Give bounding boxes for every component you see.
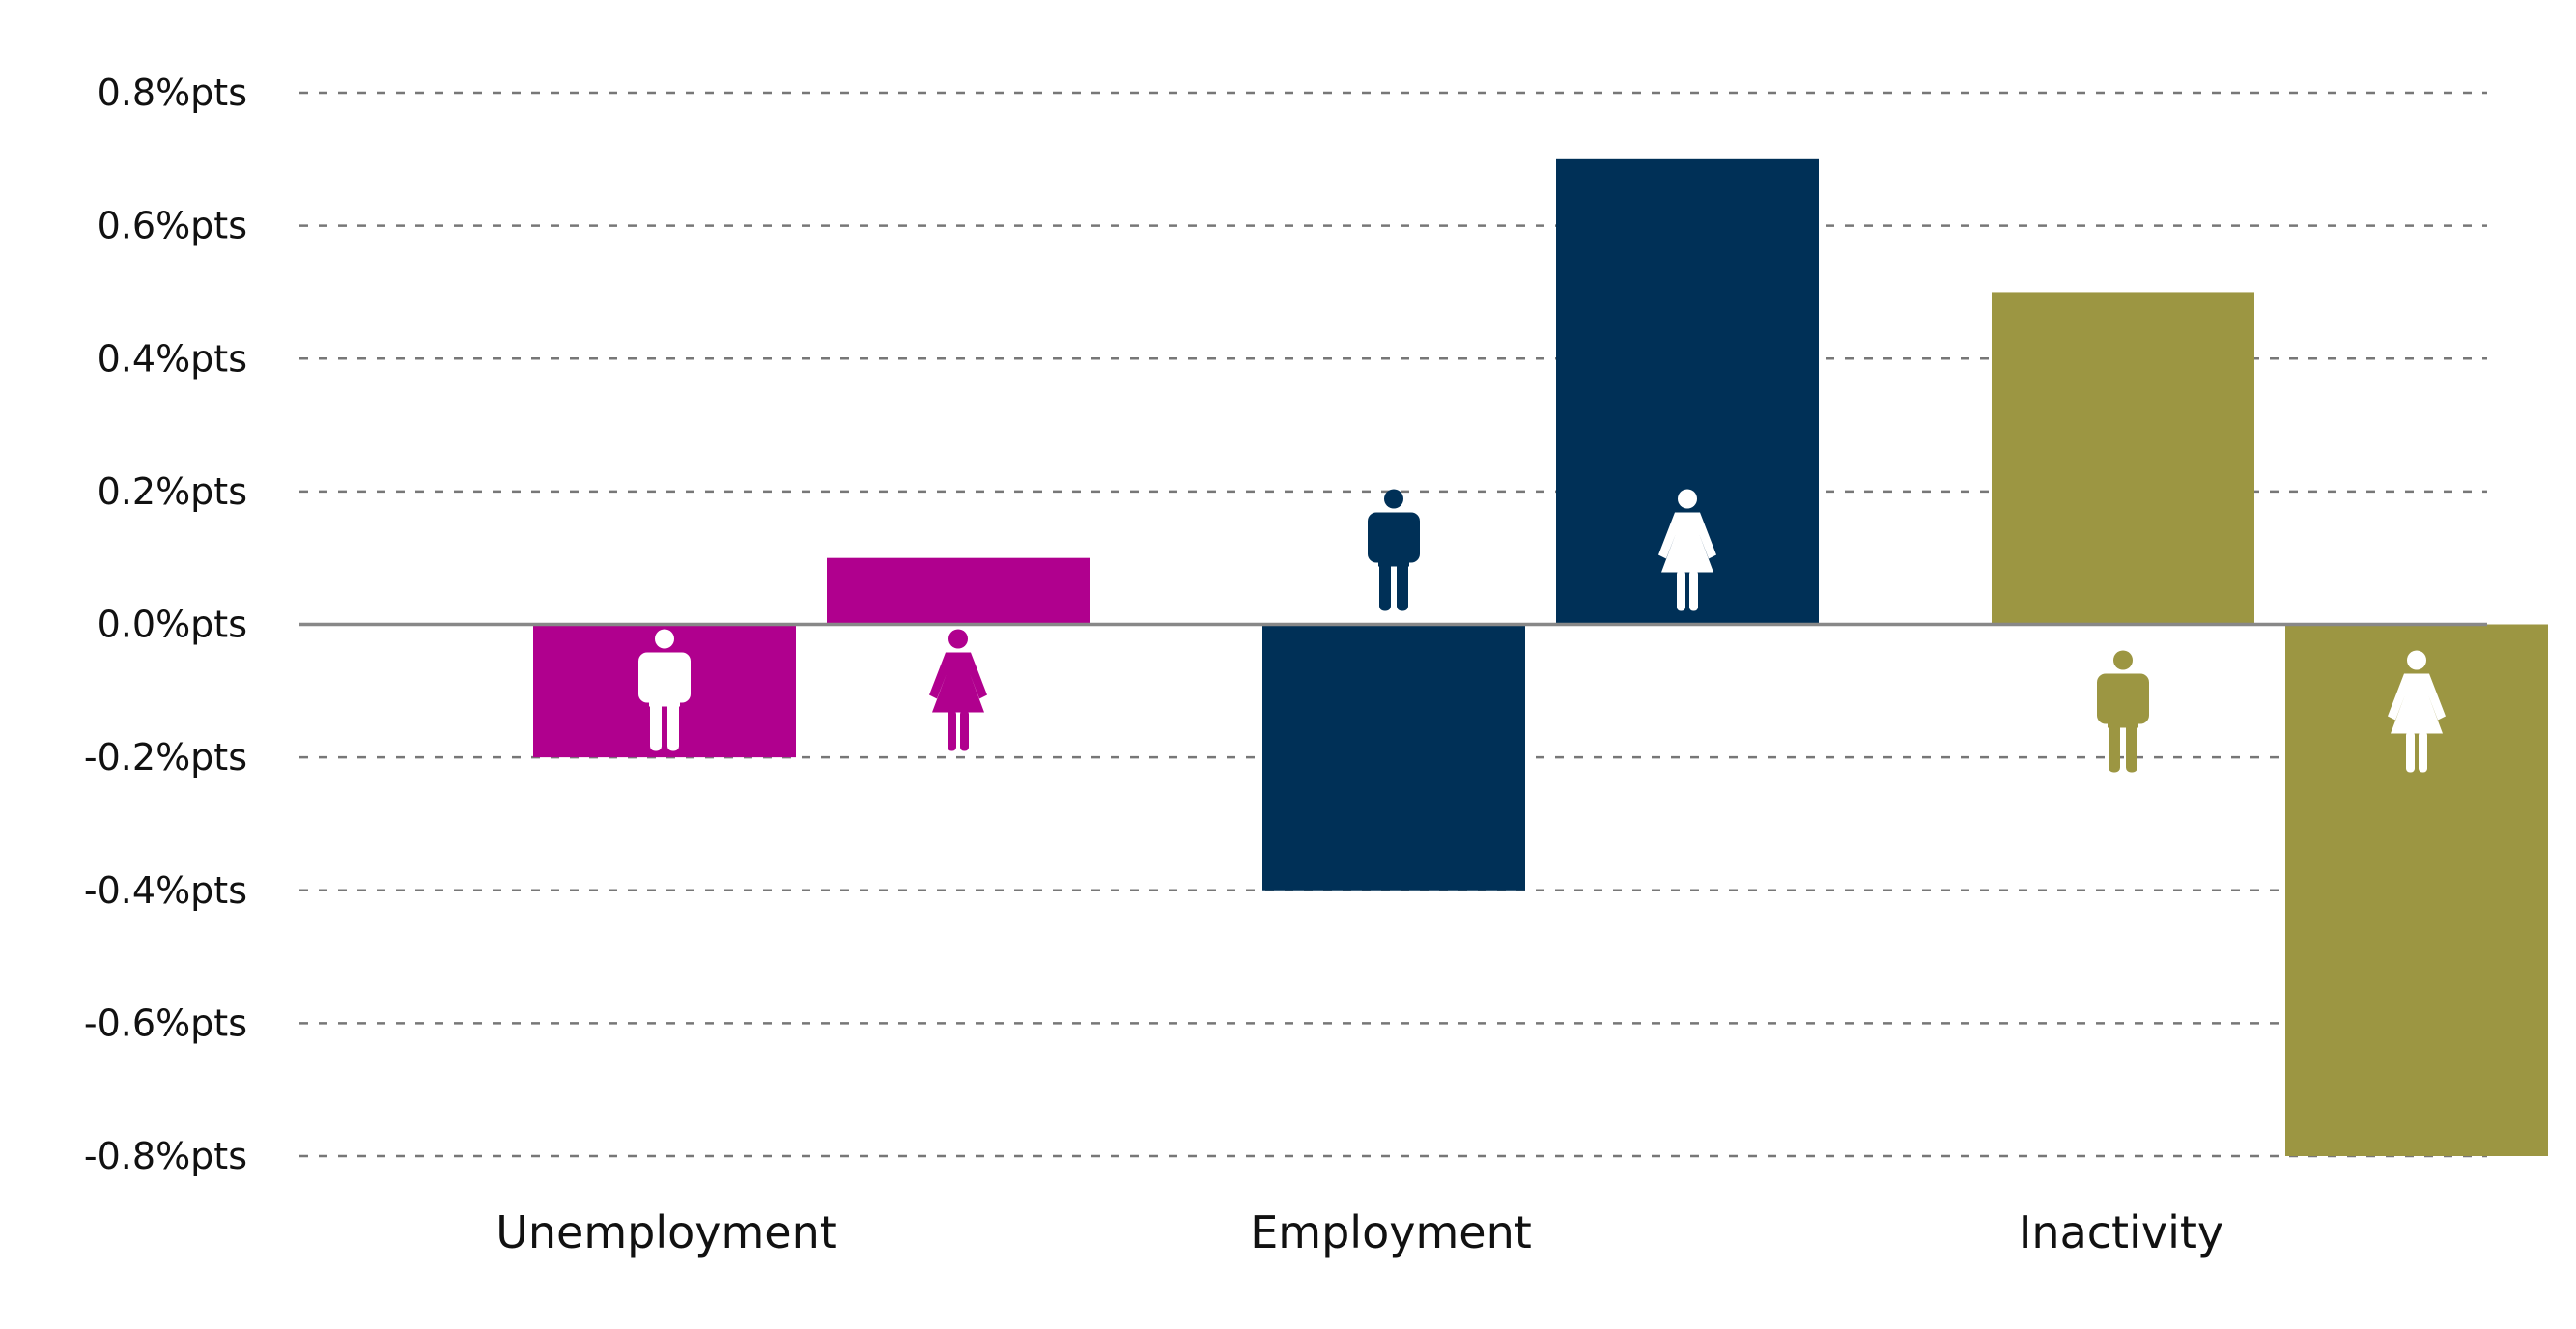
y-tick-label: -0.8%pts (84, 1135, 247, 1177)
x-category-label: Inactivity (2019, 1206, 2223, 1258)
x-category-label: Employment (1250, 1206, 1532, 1258)
bar (1262, 624, 1525, 891)
bar (1992, 292, 2254, 625)
y-tick-label: 0.2%pts (98, 470, 247, 513)
man-icon (1368, 489, 1420, 611)
man-icon (2097, 650, 2149, 773)
y-tick-label: -0.6%pts (84, 1002, 247, 1044)
icon-layer (638, 489, 2446, 773)
y-tick-label: 0.4%pts (98, 337, 247, 380)
woman-icon (1658, 489, 1716, 611)
y-tick-label: -0.4%pts (84, 869, 247, 912)
y-tick-label: 0.0%pts (98, 604, 247, 646)
axis-layer: 0.8%pts 0.6%pts 0.4%pts 0.2%pts 0.0%pts -0.2%… (84, 71, 2487, 1258)
bar (827, 557, 1090, 625)
woman-icon (929, 629, 987, 751)
man-icon (638, 629, 691, 751)
y-tick-label: -0.2%pts (84, 736, 247, 778)
bar-layer (533, 158, 2548, 1156)
y-tick-label: 0.8%pts (98, 71, 247, 114)
woman-icon (2388, 650, 2446, 773)
x-category-label: Unemployment (495, 1206, 837, 1258)
y-tick-label: 0.6%pts (98, 205, 247, 247)
